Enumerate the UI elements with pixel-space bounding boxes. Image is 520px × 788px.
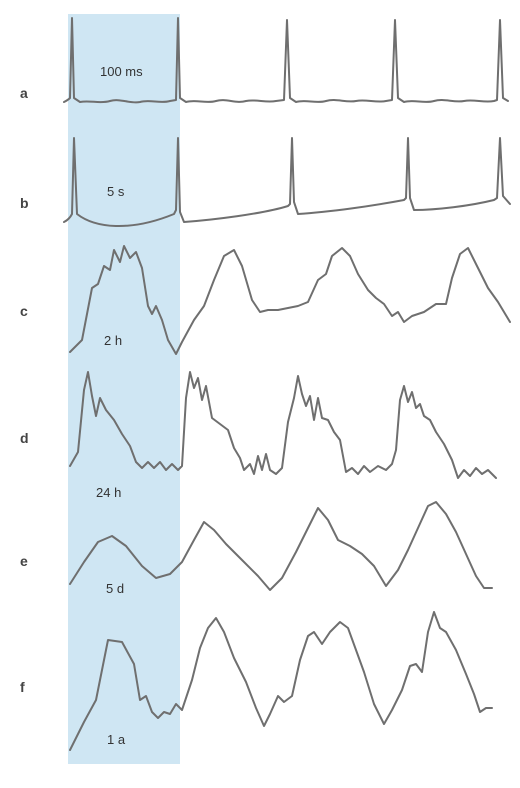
first-period-band — [68, 14, 180, 764]
row-label-d: d — [20, 430, 29, 446]
trace-b — [63, 137, 511, 228]
period-label-c: 2 h — [104, 333, 122, 348]
trace-a — [63, 17, 509, 104]
row-label-b: b — [20, 195, 29, 211]
trace-f — [69, 611, 493, 751]
row-label-f: f — [20, 679, 25, 695]
trace-d — [69, 371, 497, 479]
period-label-d: 24 h — [96, 485, 121, 500]
trace-c — [69, 245, 511, 355]
row-label-c: c — [20, 303, 28, 319]
row-label-e: e — [20, 553, 28, 569]
period-label-a: 100 ms — [100, 64, 143, 79]
period-label-f: 1 a — [107, 732, 126, 747]
trace-e — [69, 501, 493, 591]
period-label-e: 5 d — [106, 581, 124, 596]
period-label-b: 5 s — [107, 184, 125, 199]
row-label-a: a — [20, 85, 28, 101]
